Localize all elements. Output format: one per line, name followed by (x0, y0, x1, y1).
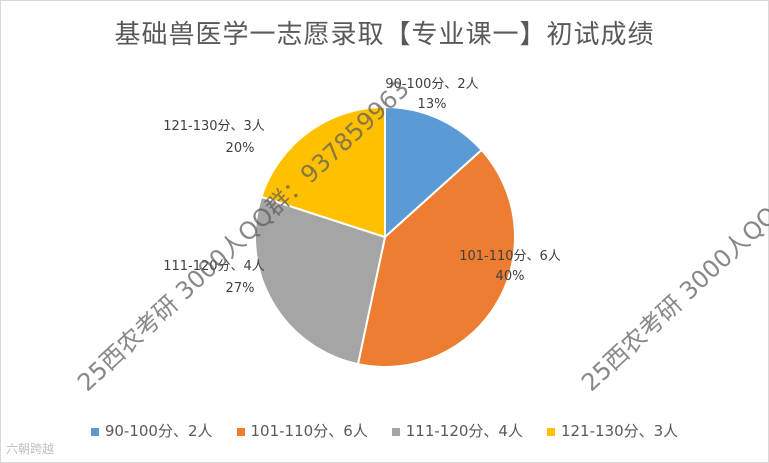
legend: 90-100分、2人 101-110分、6人 111-120分、4人 121-130分… (0, 420, 769, 441)
slice-label: 90-100分、2人 (385, 77, 478, 92)
legend-item: 121-130分、3人 (546, 420, 679, 441)
legend-item: 101-110分、6人 (236, 420, 368, 441)
slice-percent: 13% (418, 97, 447, 112)
slice-percent: 27% (226, 281, 255, 296)
brand-logo: 六朝跨越 (6, 442, 55, 456)
legend-swatch (236, 427, 245, 436)
legend-item: 111-120分、4人 (391, 420, 523, 441)
chart-title: 基础兽医学一志愿录取【专业课一】初试成绩 (114, 20, 655, 50)
pie-slice (260, 105, 386, 239)
legend-swatch (391, 427, 400, 436)
pie-slice (356, 148, 516, 368)
legend-label: 111-120分、4人 (405, 422, 523, 440)
slice-label: 111-120分、4人 (163, 259, 265, 274)
legend-swatch (90, 427, 99, 436)
legend-label: 101-110分、6人 (250, 422, 368, 440)
legend-swatch (546, 427, 555, 436)
slice-label: 121-130分、3人 (163, 119, 265, 134)
pie-slice (254, 195, 387, 366)
pie-slice (384, 105, 484, 240)
legend-item: 90-100分、2人 (90, 420, 213, 441)
slice-percent: 40% (496, 269, 525, 284)
slice-label: 101-110分、6人 (459, 249, 561, 264)
legend-label: 121-130分、3人 (560, 422, 679, 440)
legend-label: 90-100分、2人 (104, 422, 213, 440)
slice-percent: 20% (226, 141, 255, 156)
